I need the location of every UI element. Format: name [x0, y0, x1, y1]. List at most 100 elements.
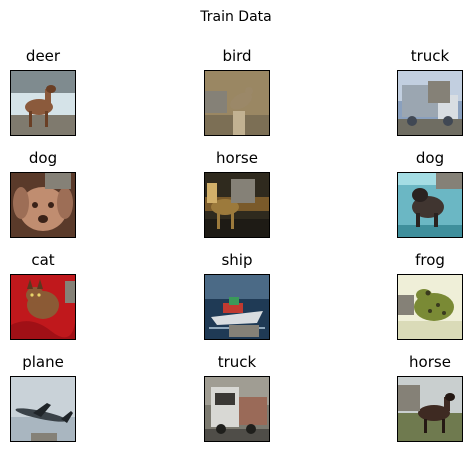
- image-cell-deer: deer: [10, 46, 76, 138]
- dog-face: [19, 187, 67, 231]
- image-label: horse: [216, 149, 258, 167]
- cutout-patch: [31, 433, 57, 441]
- thumbnail-image: [397, 70, 463, 136]
- thumbnail-picture: [205, 173, 269, 237]
- image-cell-ship: ship: [204, 250, 270, 342]
- dog-eye: [48, 202, 54, 208]
- dog-ear: [13, 187, 29, 219]
- dog-leg: [416, 213, 420, 227]
- deer-neck: [45, 89, 51, 105]
- thumbnail-picture: [205, 71, 269, 135]
- thumbnail-picture: [398, 71, 462, 135]
- image-label: horse: [409, 353, 451, 371]
- wheel: [216, 424, 226, 434]
- horse-leg: [442, 419, 445, 433]
- image-cell-horse: horse: [204, 148, 270, 240]
- cutout-patch: [65, 281, 75, 303]
- wheel: [246, 424, 256, 434]
- background: [11, 71, 75, 93]
- deer-head: [46, 85, 56, 93]
- deer-leg: [29, 111, 32, 127]
- thumbnail-picture: [11, 377, 75, 441]
- thumbnail-image: [204, 376, 270, 442]
- cat-eye: [30, 293, 34, 297]
- plane-tail: [61, 411, 73, 423]
- thumbnail-image: [397, 172, 463, 238]
- thumbnail-image: [397, 376, 463, 442]
- horse-body: [418, 405, 450, 421]
- thumbnail-picture: [398, 173, 462, 237]
- horse-leg: [231, 213, 234, 229]
- image-label: frog: [415, 251, 445, 269]
- image-label: cat: [31, 251, 55, 269]
- ground: [205, 219, 269, 237]
- frog-head: [416, 289, 432, 301]
- cutout-patch: [428, 81, 450, 103]
- thumbnail-picture: [11, 173, 75, 237]
- thumbnail-image: [204, 70, 270, 136]
- thumbnail-picture: [205, 377, 269, 441]
- thumbnail-picture: [11, 71, 75, 135]
- thumbnail-image: [10, 70, 76, 136]
- dog-ear: [57, 187, 73, 219]
- table: [398, 321, 462, 339]
- cutout-patch: [205, 91, 227, 113]
- truck-window: [215, 393, 235, 405]
- cat-ear: [37, 279, 43, 289]
- image-label: ship: [221, 251, 253, 269]
- horse-leg: [217, 213, 220, 229]
- dog-nose: [38, 215, 48, 223]
- thumbnail-picture: [205, 275, 269, 339]
- ship-hull: [211, 311, 263, 325]
- pool-floor: [398, 225, 462, 237]
- dog-head: [412, 188, 428, 202]
- cat-eye: [37, 293, 41, 297]
- thumbnail-image: [10, 274, 76, 340]
- thumbnail-image: [204, 274, 270, 340]
- image-label: plane: [22, 353, 64, 371]
- image-label: truck: [217, 353, 257, 371]
- thumbnail-picture: [398, 275, 462, 339]
- image-cell-cat: cat: [10, 250, 76, 342]
- image-label: bird: [222, 47, 252, 65]
- image-label: truck: [410, 47, 450, 65]
- thumbnail-image: [10, 172, 76, 238]
- cutout-patch: [398, 295, 414, 315]
- deer-leg: [45, 111, 48, 127]
- image-cell-horse: horse: [397, 352, 463, 444]
- image-label: deer: [25, 47, 61, 65]
- dog-eye: [32, 202, 38, 208]
- plane-wing: [33, 403, 51, 417]
- cutout-patch: [229, 325, 259, 337]
- bird-head: [245, 87, 253, 95]
- figure-title: Train Data: [200, 9, 272, 25]
- image-label: dog: [415, 149, 445, 167]
- ship-bridge: [229, 297, 239, 305]
- horse-neck: [444, 397, 450, 411]
- perch: [233, 111, 245, 135]
- image-label: dog: [28, 149, 58, 167]
- frog-eye: [425, 290, 431, 296]
- thumbnail-image: [10, 376, 76, 442]
- thumbnail-picture: [398, 377, 462, 441]
- sky: [205, 275, 269, 299]
- blanket-fold: [11, 321, 75, 339]
- horse-head: [445, 393, 455, 401]
- wheel: [443, 116, 453, 126]
- ground: [11, 115, 75, 135]
- dog-leg: [434, 213, 438, 227]
- truck-load: [239, 397, 267, 425]
- cutout-patch: [436, 173, 462, 189]
- frog-spot: [428, 309, 432, 313]
- cutout-patch: [45, 173, 71, 189]
- image-cell-bird: bird: [204, 46, 270, 138]
- image-cell-dog: dog: [397, 148, 463, 240]
- cat-ear: [27, 279, 33, 289]
- image-cell-plane: plane: [10, 352, 76, 444]
- cat-head: [26, 287, 44, 303]
- frog-spot: [436, 303, 440, 307]
- thumbnail-image: [204, 172, 270, 238]
- ship-deck: [223, 303, 243, 313]
- horse-highlight: [207, 183, 217, 203]
